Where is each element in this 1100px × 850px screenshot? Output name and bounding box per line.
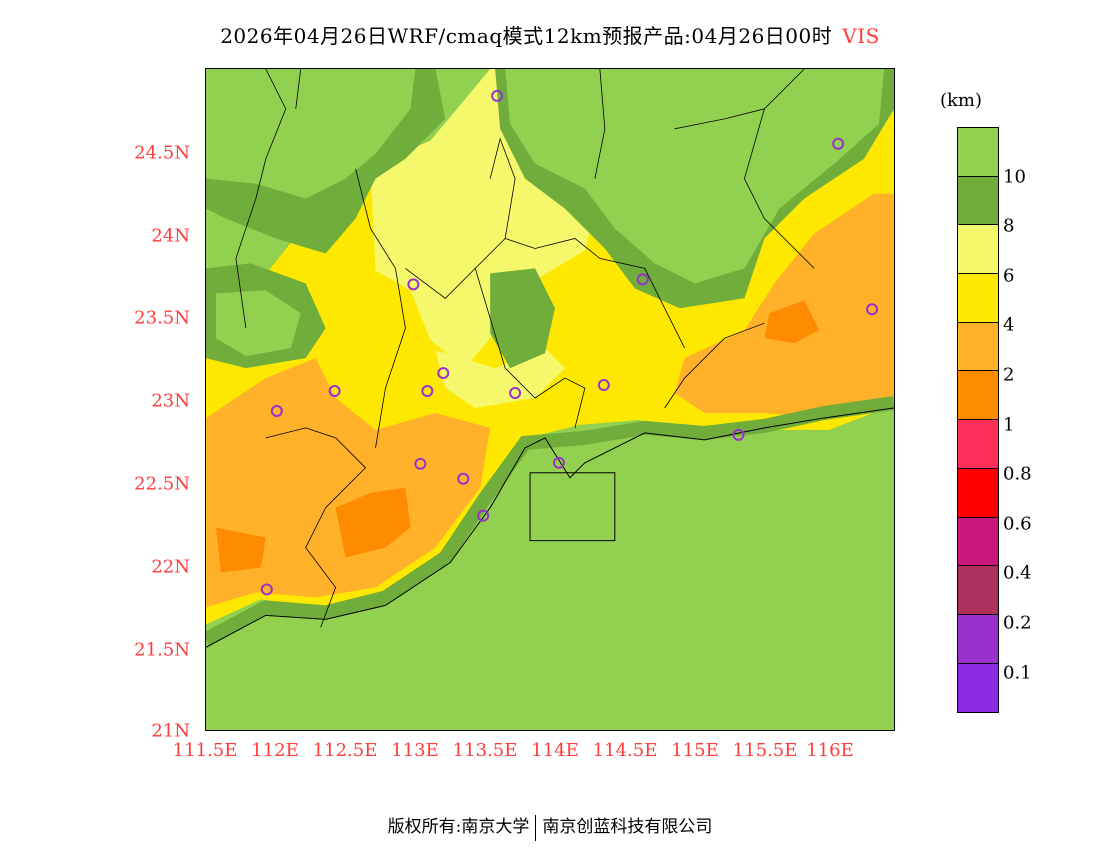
color-bar-swatch bbox=[958, 128, 998, 177]
city-marker bbox=[457, 472, 470, 485]
field-orange-east bbox=[674, 193, 894, 418]
footer-divider bbox=[535, 814, 537, 841]
city-marker bbox=[491, 89, 504, 102]
color-bar-swatch bbox=[958, 371, 998, 421]
color-bar-label: 0.8 bbox=[1003, 463, 1032, 485]
lat-label: 24N bbox=[151, 225, 190, 247]
lon-label: 113.5E bbox=[452, 740, 518, 761]
color-bar-swatch bbox=[958, 274, 998, 323]
color-bar-label: 0.4 bbox=[1003, 562, 1032, 584]
color-bar-label: 8 bbox=[1003, 215, 1015, 237]
color-bar-label: 6 bbox=[1003, 265, 1015, 287]
city-marker bbox=[866, 303, 879, 316]
city-marker bbox=[328, 385, 341, 398]
city-marker bbox=[509, 387, 522, 400]
color-bar-swatch bbox=[958, 225, 998, 275]
field-darkorange-3 bbox=[215, 527, 266, 573]
city-marker bbox=[407, 278, 420, 291]
city-marker bbox=[552, 456, 565, 469]
color-bar-label: 0.2 bbox=[1003, 612, 1032, 634]
lon-label: 113E bbox=[391, 740, 439, 761]
color-bar-swatch bbox=[958, 517, 998, 567]
color-bar-label: 2 bbox=[1003, 364, 1015, 386]
color-bar-swatch bbox=[958, 566, 998, 615]
footer-right: 南京创蓝科技有限公司 bbox=[542, 817, 713, 837]
color-bar bbox=[957, 127, 999, 714]
color-bar-swatch bbox=[958, 663, 998, 713]
color-bar-label: 10 bbox=[1003, 166, 1026, 188]
city-markers bbox=[260, 89, 879, 596]
lat-label: 22N bbox=[151, 556, 190, 578]
city-marker bbox=[421, 385, 434, 398]
lat-label: 23N bbox=[151, 390, 190, 412]
color-bar-swatch bbox=[958, 614, 998, 664]
color-bar-label: 0.6 bbox=[1003, 513, 1032, 535]
city-marker bbox=[437, 367, 450, 380]
city-marker bbox=[636, 273, 649, 286]
visibility-map bbox=[205, 68, 895, 731]
province-borders bbox=[235, 69, 815, 628]
lat-label: 21.5N bbox=[134, 639, 190, 661]
color-bar-label: 4 bbox=[1003, 314, 1015, 336]
field-light-green-nw bbox=[206, 69, 416, 199]
copyright-footer: 版权所有:南京大学 南京创蓝科技有限公司 bbox=[0, 812, 1100, 841]
city-marker bbox=[414, 457, 427, 470]
field-pale-yellow-2 bbox=[435, 348, 565, 408]
field-darkorange-1 bbox=[335, 487, 411, 558]
coastline bbox=[206, 407, 894, 648]
field-darkorange-2 bbox=[764, 300, 820, 344]
lon-label: 114E bbox=[531, 740, 579, 761]
title-text: 2026年04月26日WRF/cmaq模式12km预报产品:04月26日00时 bbox=[220, 24, 833, 48]
lon-label: 116E bbox=[806, 740, 854, 761]
lat-label: 23.5N bbox=[134, 307, 190, 329]
city-marker bbox=[832, 137, 845, 150]
lat-label: 21N bbox=[151, 720, 190, 742]
lon-label: 115.5E bbox=[732, 740, 798, 761]
city-marker bbox=[477, 509, 490, 522]
city-marker bbox=[732, 428, 745, 441]
variable-label: VIS bbox=[842, 24, 880, 48]
city-marker bbox=[597, 379, 610, 392]
color-bar-label: 0.1 bbox=[1003, 662, 1032, 684]
legend-unit: (km) bbox=[940, 90, 983, 111]
field-pale-yellow bbox=[370, 69, 600, 369]
field-dark-green-center bbox=[490, 268, 555, 369]
lat-label: 24.5N bbox=[134, 142, 190, 164]
lon-label: 111.5E bbox=[172, 740, 238, 761]
color-bar-swatch bbox=[958, 176, 998, 226]
lon-label: 114.5E bbox=[592, 740, 658, 761]
color-bar-swatch bbox=[958, 468, 998, 518]
color-bar-swatch bbox=[958, 322, 998, 372]
lon-label: 112.5E bbox=[312, 740, 378, 761]
field-light-green-ne bbox=[505, 69, 885, 284]
field-orange-sw bbox=[206, 358, 491, 608]
color-bar-label: 1 bbox=[1003, 414, 1015, 436]
hong-kong-box bbox=[529, 472, 616, 542]
color-bar-swatch bbox=[958, 420, 998, 469]
lon-label: 115E bbox=[671, 740, 719, 761]
field-light-green-west bbox=[215, 290, 301, 357]
footer-left: 版权所有:南京大学 bbox=[387, 817, 530, 837]
lon-label: 112E bbox=[251, 740, 299, 761]
city-marker bbox=[260, 583, 273, 596]
chart-title: 2026年04月26日WRF/cmaq模式12km预报产品:04月26日00时 V… bbox=[0, 20, 1100, 49]
lat-label: 22.5N bbox=[134, 473, 190, 495]
city-marker bbox=[270, 404, 283, 417]
coast-dark-green-band bbox=[206, 396, 894, 646]
